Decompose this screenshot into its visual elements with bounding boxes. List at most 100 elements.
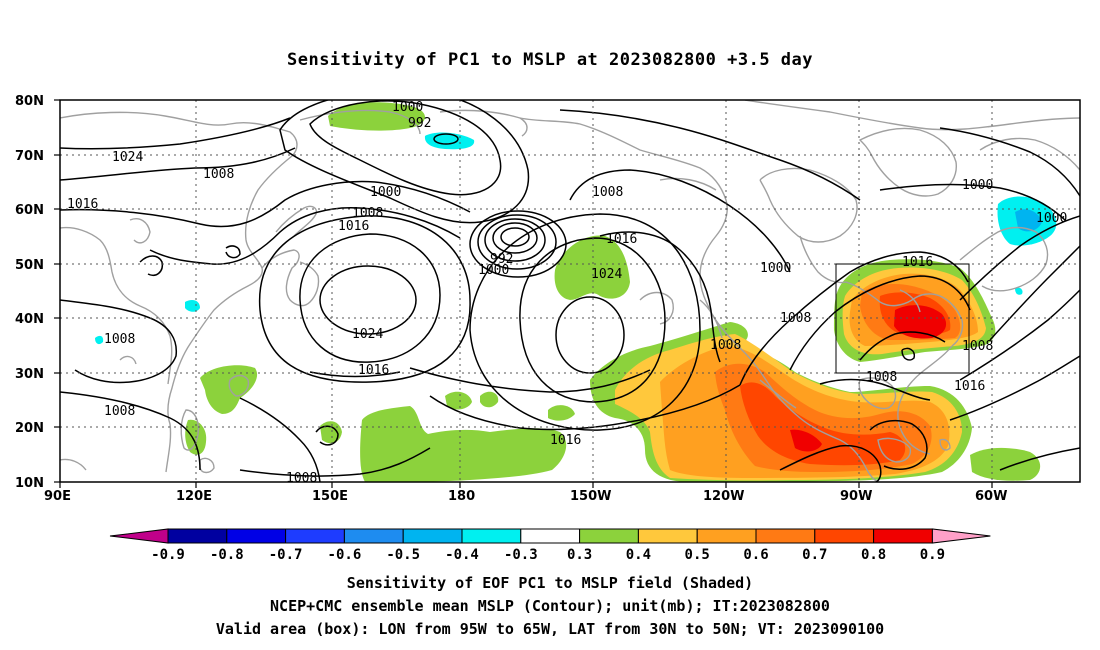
isobar xyxy=(859,331,946,361)
lon-label: 60W xyxy=(975,489,1007,504)
isobar-label: 1024 xyxy=(112,150,143,165)
isobar xyxy=(309,100,502,196)
isobar xyxy=(60,180,471,228)
axis-ticks xyxy=(54,99,993,488)
colorbar-label: 0.7 xyxy=(802,547,827,563)
isobar-label: 1000 xyxy=(392,100,423,115)
lat-label: 80N xyxy=(15,94,44,109)
isobar-label: 1008 xyxy=(104,404,135,419)
lon-label: 150W xyxy=(570,489,611,504)
isobar-label: 1016 xyxy=(954,379,985,394)
colorbar-high-tip xyxy=(931,528,991,544)
colorbar-bin xyxy=(873,528,933,544)
isobar xyxy=(949,355,1080,421)
isobar xyxy=(239,447,431,477)
isobar-label: 992 xyxy=(408,116,431,131)
isobar xyxy=(477,214,557,270)
colorbar-label: -0.3 xyxy=(504,547,538,563)
colorbar-bin xyxy=(696,528,757,544)
isobar-label: 1016 xyxy=(550,433,581,448)
colorbar-label: 0.3 xyxy=(567,547,592,563)
colorbar-bin xyxy=(579,528,639,544)
colorbar-bin xyxy=(285,528,345,544)
lat-label: 10N xyxy=(15,476,44,491)
shade-green-area xyxy=(548,405,575,421)
isobar xyxy=(279,100,530,224)
shade-green-area xyxy=(328,102,425,131)
lat-label: 20N xyxy=(15,421,44,436)
isobar xyxy=(959,289,1080,381)
shade-cyan-area xyxy=(95,335,104,345)
isobar-label: 1016 xyxy=(358,363,389,378)
shade-green-area xyxy=(480,391,499,408)
isobar xyxy=(299,233,441,363)
isobar xyxy=(739,251,969,386)
shade-green-area xyxy=(200,365,258,414)
colorbar-label: -0.6 xyxy=(328,547,362,563)
colorbar-label: 0.4 xyxy=(626,547,651,563)
lon-label: 120W xyxy=(703,489,744,504)
colorbar-bin xyxy=(461,528,522,544)
caption-contour: NCEP+CMC ensemble mean MSLP (Contour); u… xyxy=(270,597,830,615)
colorbar-label: 0.8 xyxy=(861,547,886,563)
colorbar-label: -0.5 xyxy=(386,547,420,563)
isobar xyxy=(60,391,201,471)
colorbar-bin xyxy=(343,528,404,544)
isobar xyxy=(484,218,546,262)
shade-blue-area xyxy=(1015,209,1042,232)
map-plot-area: 1000 992 1024 1008 1016 1000 1008 1016 1… xyxy=(60,100,1080,482)
lon-label: 120E xyxy=(176,489,212,504)
isobar-label: 1016 xyxy=(338,219,369,234)
isobar-label: 1016 xyxy=(67,197,98,212)
latitude-labels: 80N 70N 60N 50N 40N 30N 20N 10N xyxy=(15,94,44,491)
colorbar-bin xyxy=(814,528,875,544)
colorbar-low-tip xyxy=(109,528,169,544)
sensitivity-shading xyxy=(95,102,1057,482)
isobar xyxy=(500,227,530,247)
chart-title: Sensitivity of PC1 to MSLP at 2023082800… xyxy=(286,50,813,70)
isobar xyxy=(779,444,882,482)
lon-label: 90E xyxy=(44,489,71,504)
isobar-label: 1024 xyxy=(352,327,383,342)
isobar xyxy=(258,215,471,383)
colorbar-bin xyxy=(402,528,463,544)
isobar-label: 1000 xyxy=(760,261,791,276)
isobar xyxy=(60,147,296,181)
shade-green-area xyxy=(445,391,472,410)
isobar xyxy=(60,299,178,384)
isobar-label: 1000 xyxy=(478,263,509,278)
lon-label: 150E xyxy=(312,489,348,504)
isobar xyxy=(433,133,459,145)
lat-label: 30N xyxy=(15,367,44,382)
lat-label: 60N xyxy=(15,203,44,218)
isobar-label: 992 xyxy=(490,252,513,267)
lon-label: 90W xyxy=(840,489,872,504)
isobar-labels: 1000 992 1024 1008 1016 1000 1008 1016 1… xyxy=(67,100,1067,482)
map-frame xyxy=(59,99,1081,483)
isobar-label: 1000 xyxy=(1036,211,1067,226)
isobar-label: 1008 xyxy=(592,185,623,200)
colorbar-label: 0.6 xyxy=(743,547,768,563)
isobar xyxy=(869,419,928,471)
isobar xyxy=(60,117,291,150)
isobar xyxy=(239,397,321,482)
shade-redorange-area xyxy=(740,382,906,466)
colorbar-bin xyxy=(637,528,698,544)
isobar-label: 1008 xyxy=(962,339,993,354)
shade-cyan-area xyxy=(424,132,475,150)
colorbar-label: -0.9 xyxy=(151,547,185,563)
coastlines xyxy=(60,100,1080,482)
isobar xyxy=(901,347,916,361)
colorbar-label: 0.5 xyxy=(685,547,710,563)
isobar-label: 1008 xyxy=(352,206,383,221)
lat-label: 50N xyxy=(15,258,44,273)
isobar xyxy=(225,245,241,259)
caption-valid-area: Valid area (box): LON from 95W to 65W, L… xyxy=(215,620,885,638)
isobar xyxy=(319,265,417,335)
shade-green-area xyxy=(970,447,1041,481)
isobar xyxy=(469,213,701,431)
shade-green-area xyxy=(360,406,567,482)
isobar xyxy=(959,215,1080,301)
isobar xyxy=(139,255,164,276)
isobar xyxy=(309,371,401,378)
